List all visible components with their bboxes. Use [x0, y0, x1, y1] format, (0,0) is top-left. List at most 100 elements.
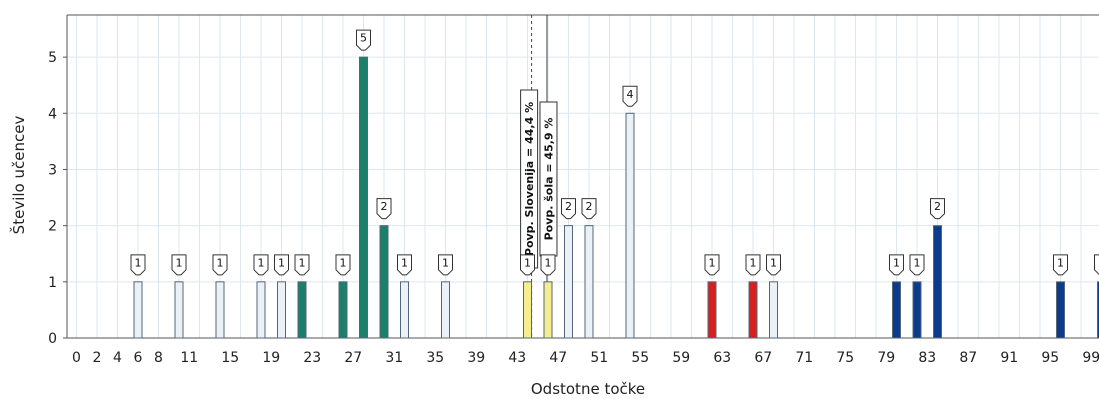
bar: [748, 281, 758, 339]
bars: [133, 56, 1099, 339]
x-axis-title: Odstotne točke: [531, 380, 645, 398]
bar-value-callout: [274, 254, 289, 276]
bar-value-callout: [1053, 254, 1068, 276]
x-tick-label: 99: [1082, 350, 1099, 366]
x-tick-label: 15: [221, 350, 239, 366]
x-tick-label: 27: [344, 350, 362, 366]
bar-value-label: 1: [709, 256, 716, 269]
bar-value-callout: [294, 254, 310, 276]
x-tick-label: 39: [467, 350, 485, 366]
bar: [584, 225, 594, 339]
x-tick-label: 31: [385, 350, 403, 366]
bar-value-label: 1: [176, 256, 183, 269]
bar-value-label: 2: [565, 200, 572, 213]
bar: [441, 281, 450, 339]
bar-value-label: 1: [217, 256, 224, 269]
x-tick-label: 47: [549, 350, 567, 366]
bar-value-callout: [909, 254, 925, 276]
bar: [1097, 281, 1099, 339]
x-tick-label: 71: [795, 350, 813, 366]
x-tick-label: 67: [754, 350, 772, 366]
x-tick-label: 87: [959, 350, 977, 366]
bar: [892, 281, 901, 339]
y-axis-title: Število učencev: [9, 116, 28, 235]
x-tick-label: 91: [1000, 350, 1018, 366]
x-tick-label: 2: [93, 350, 102, 366]
bar-value-callout: [704, 254, 720, 276]
bar-value-callout: [397, 254, 412, 276]
bar-value-label: 1: [914, 256, 921, 269]
bar-value-label: 1: [401, 256, 408, 269]
bar: [215, 281, 225, 339]
x-tick-label: 55: [631, 350, 649, 366]
bar-value-label: 1: [1057, 256, 1064, 269]
x-tick-label: 8: [154, 350, 163, 366]
bar: [174, 281, 184, 339]
bar-value-callout: [745, 254, 761, 276]
y-tick-label: 4: [48, 106, 57, 122]
bar: [1056, 281, 1065, 339]
bar: [523, 281, 532, 339]
reference-line-label: Povp. šola = 45,9 %: [542, 118, 555, 241]
bar: [379, 225, 389, 339]
x-tick-label: 59: [672, 350, 690, 366]
bar-value-callout: [171, 254, 187, 276]
bar-value-label: 1: [299, 256, 306, 269]
x-tick-label: 43: [508, 350, 526, 366]
bar-value-label: 1: [750, 256, 757, 269]
x-tick-label: 83: [918, 350, 936, 366]
bar-value-callout: [1094, 254, 1099, 276]
bar-value-callout: [540, 254, 556, 276]
x-tick-label: 35: [426, 350, 444, 366]
bar-value-label: 2: [586, 200, 593, 213]
bar-value-label: 1: [524, 256, 531, 269]
y-tick-label: 3: [48, 162, 57, 178]
data-labels: 111111152111122411111211: [130, 29, 1099, 276]
bar-value-callout: [889, 254, 904, 276]
bar-value-callout: [622, 85, 638, 107]
bar-value-callout: [335, 254, 351, 276]
axes: [63, 14, 1099, 339]
bar-value-label: 1: [442, 256, 449, 269]
bar-value-callout: [253, 254, 269, 276]
reference-line-label: Povp. Slovenija = 44,4 %: [523, 102, 536, 256]
bar: [133, 281, 143, 339]
bar-value-callout: [438, 254, 453, 276]
bar: [543, 281, 553, 339]
bar-value-callout: [356, 29, 371, 51]
bar-value-label: 1: [135, 256, 142, 269]
bar: [400, 281, 409, 339]
x-tick-label: 6: [134, 350, 143, 366]
bar: [297, 281, 307, 339]
reference-lines: Povp. Slovenija = 44,4 % Povp. šola = 45,…: [520, 15, 558, 338]
bar-value-label: 4: [627, 88, 634, 101]
bar: [359, 56, 368, 339]
bar: [933, 225, 942, 339]
bar-value-callout: [130, 254, 146, 276]
bar-value-label: 2: [934, 200, 941, 213]
bar: [256, 281, 266, 339]
x-tick-label: 95: [1041, 350, 1059, 366]
y-tick-label: 0: [48, 331, 57, 347]
bar-value-label: 1: [258, 256, 265, 269]
bar: [564, 225, 573, 339]
y-tick-label: 5: [48, 50, 57, 66]
bar-value-callout: [212, 254, 228, 276]
bar: [277, 281, 286, 339]
bar-value-callout: [520, 254, 535, 276]
x-tick-label: 19: [262, 350, 280, 366]
x-tick-label: 0: [72, 350, 81, 366]
y-tick-label: 2: [48, 219, 57, 235]
x-tick-label: 11: [180, 350, 198, 366]
x-tick-label: 23: [303, 350, 321, 366]
bar-value-callout: [376, 198, 392, 220]
bar-value-callout: [581, 198, 597, 220]
bar-value-label: 1: [545, 256, 552, 269]
bar-value-label: 1: [770, 256, 777, 269]
bar-value-callout: [930, 198, 945, 220]
bar-value-label: 1: [893, 256, 900, 269]
bar-value-label: 5: [360, 32, 367, 45]
x-tick-label: 51: [590, 350, 608, 366]
